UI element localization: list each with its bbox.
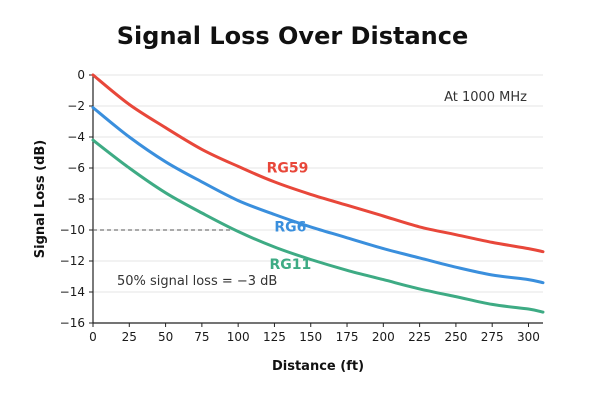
- y-tick-label: −16: [60, 316, 85, 330]
- x-tick-label: 150: [299, 330, 322, 344]
- annotation-frequency: At 1000 MHz: [444, 90, 527, 105]
- series-label-rg6: RG6: [274, 220, 306, 236]
- x-axis-title: Distance (ft): [272, 359, 364, 374]
- x-tick-label: 50: [158, 330, 173, 344]
- series-line-rg59: [91, 73, 545, 254]
- y-tick-label: 0: [77, 68, 85, 82]
- x-tick-label: 0: [89, 330, 97, 344]
- x-tick-label: 25: [122, 330, 137, 344]
- x-tick-label: 225: [408, 330, 431, 344]
- x-tick-label: 100: [227, 330, 250, 344]
- chart-title: Signal Loss Over Distance: [116, 22, 469, 50]
- x-tick-label: 125: [263, 330, 286, 344]
- series-line-rg6: [91, 106, 545, 285]
- x-tick-label: 275: [481, 330, 504, 344]
- x-tick-label: 75: [194, 330, 209, 344]
- y-tick-label: −8: [67, 192, 85, 206]
- y-tick-label: −6: [67, 161, 85, 175]
- y-tick-label: −10: [60, 223, 85, 237]
- series-label-rg59: RG59: [267, 161, 309, 177]
- annotation-loss-note: 50% signal loss = −3 dB: [117, 274, 277, 289]
- y-tick-label: −14: [60, 285, 85, 299]
- y-axis-title: Signal Loss (dB): [33, 140, 48, 258]
- x-tick-label: 200: [372, 330, 395, 344]
- x-tick-label: 300: [517, 330, 540, 344]
- x-tick-label: 175: [336, 330, 359, 344]
- x-tick-label: 250: [444, 330, 467, 344]
- y-tick-label: −2: [67, 99, 85, 113]
- y-tick-label: −12: [60, 254, 85, 268]
- series-label-rg11: RG11: [270, 257, 312, 273]
- series-line-rg11: [91, 138, 545, 314]
- y-tick-label: −4: [67, 130, 85, 144]
